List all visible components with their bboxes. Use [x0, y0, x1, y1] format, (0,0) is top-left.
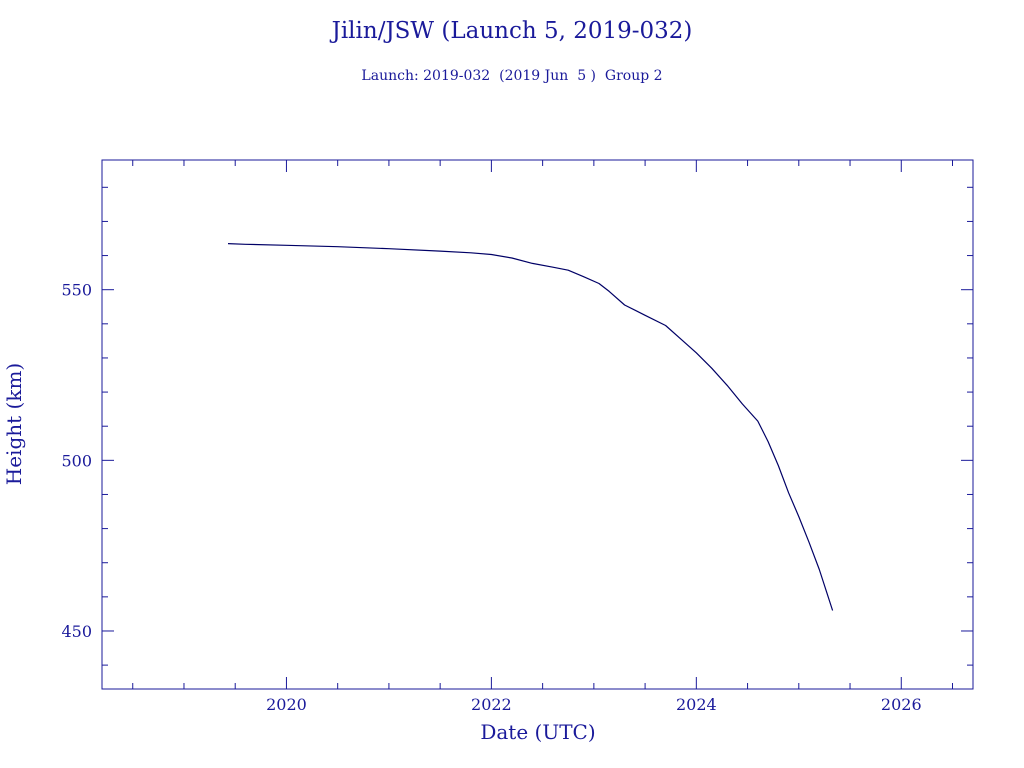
x-tick-label: 2026: [881, 695, 922, 714]
x-axis-label: Date (UTC): [480, 720, 595, 744]
x-tick-label: 2020: [266, 695, 307, 714]
x-tick-label: 2022: [471, 695, 512, 714]
series-group: [227, 243, 834, 611]
y-axis-label: Height (km): [2, 363, 26, 485]
y-tick-label: 450: [61, 622, 92, 641]
series-line: [227, 243, 834, 611]
plot-frame: [101, 159, 974, 690]
tick-labels: 2020 2022 2024 2026 450 500 550: [61, 281, 921, 714]
y-tick-label: 550: [61, 281, 92, 300]
chart-title: Jilin/JSW (Launch 5, 2019-032): [330, 18, 693, 44]
x-tick-label: 2024: [676, 695, 717, 714]
chart-subtitle: Launch: 2019-032 (2019 Jun 5 ) Group 2: [361, 68, 662, 84]
y-tick-label: 500: [61, 451, 92, 470]
axis-ticks: [102, 160, 973, 689]
